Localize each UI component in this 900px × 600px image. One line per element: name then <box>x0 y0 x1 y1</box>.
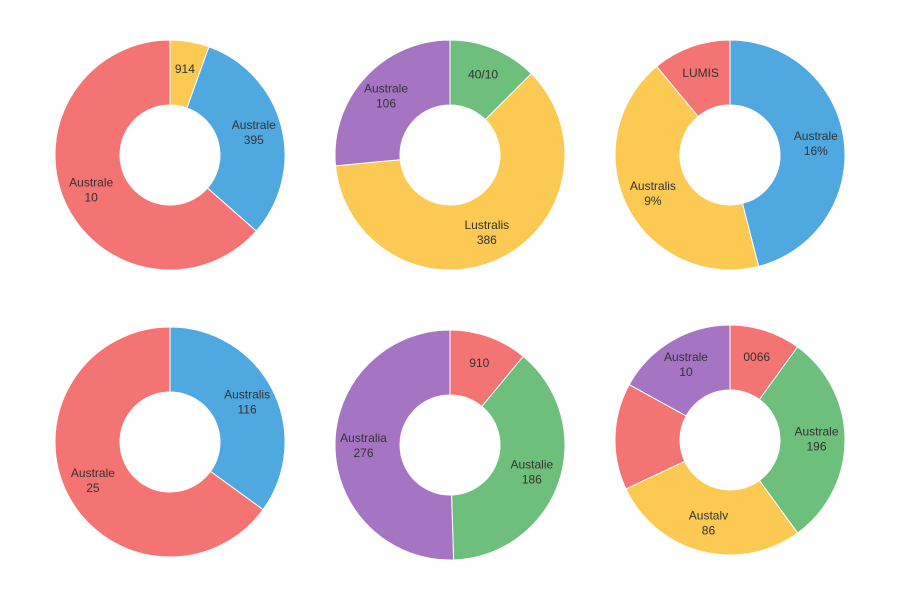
slice-label: 10 <box>679 365 693 379</box>
donut-slice <box>169 326 286 511</box>
slice-label: 910 <box>469 356 489 370</box>
slice-label: 86 <box>702 523 716 537</box>
slice-label: 395 <box>244 133 264 147</box>
donut-slice <box>758 346 846 534</box>
slice-label: 276 <box>353 446 373 460</box>
donut-slice <box>54 39 257 271</box>
slice-label: LUMIS <box>682 66 719 80</box>
slice-label: 40/10 <box>468 67 498 81</box>
slice-label: 9% <box>644 194 662 208</box>
slice-label: Australe <box>232 118 276 132</box>
donut-slice <box>54 326 264 558</box>
slice-label: 106 <box>376 96 396 110</box>
slice-label: Australis <box>224 387 270 401</box>
slice-label: Australe <box>794 425 838 439</box>
slice-label: Lustralis <box>464 218 509 232</box>
slice-label: 914 <box>175 62 195 76</box>
donut-slice <box>628 324 731 417</box>
slice-label: Australe <box>69 175 113 189</box>
slice-label: 25 <box>86 481 100 495</box>
slice-label: Australis <box>630 179 676 193</box>
slice-label: Australe <box>364 81 408 95</box>
slice-label: Australe <box>794 129 838 143</box>
donut-slice <box>334 39 451 167</box>
donut-slice <box>729 39 846 267</box>
slice-label: Australe <box>71 466 115 480</box>
donut-slice <box>614 383 687 490</box>
slice-label: 10 <box>84 190 98 204</box>
donut-slice <box>451 355 566 561</box>
slice-label: 0066 <box>743 350 770 364</box>
slice-label: 196 <box>806 440 826 454</box>
donut-slice <box>614 65 760 271</box>
slice-label: 116 <box>238 402 257 416</box>
donut-slice <box>655 39 731 118</box>
donut-slice <box>186 46 286 232</box>
donut-slice <box>334 72 566 271</box>
slice-label: 386 <box>477 233 497 247</box>
slice-label: Austalv <box>689 508 728 522</box>
slice-label: Australe <box>664 350 708 364</box>
donut-slice <box>334 329 455 561</box>
slice-label: Austalie <box>510 458 553 472</box>
slice-label: 16% <box>804 144 828 158</box>
slice-label: Australia <box>340 431 387 445</box>
donut-slice <box>625 460 799 556</box>
slice-label: 186 <box>522 473 542 487</box>
